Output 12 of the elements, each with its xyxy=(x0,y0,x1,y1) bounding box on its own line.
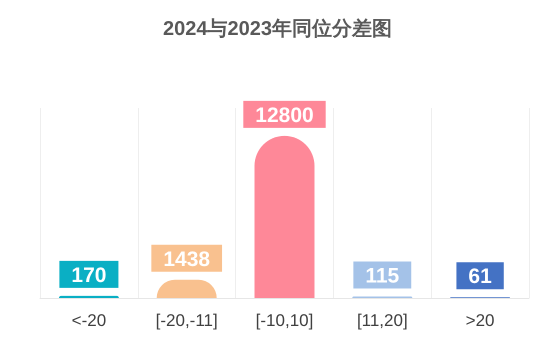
x-tick-label: [-20,-11] xyxy=(156,311,218,330)
data-label: 12800 xyxy=(255,104,314,127)
data-label: 115 xyxy=(365,264,400,288)
data-label: 61 xyxy=(468,265,492,288)
bar xyxy=(254,136,314,298)
data-label: 170 xyxy=(71,264,106,287)
x-tick-label: <-20 xyxy=(72,311,106,330)
data-label: 1438 xyxy=(163,248,210,271)
x-tick-label: [11,20] xyxy=(356,311,408,330)
x-tick-label: >20 xyxy=(466,311,495,330)
chart-title: 2024与2023年同位分差图 xyxy=(163,18,392,40)
x-tick-label: [-10,10] xyxy=(256,311,314,330)
